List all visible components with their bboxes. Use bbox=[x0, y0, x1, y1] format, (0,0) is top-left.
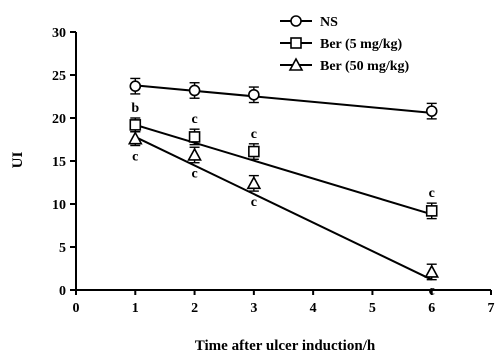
axes: 0 1 2 3 4 5 6 7 0 5 10 15 20 25 30 bbox=[52, 26, 495, 316]
data-point bbox=[246, 174, 262, 192]
marker-square bbox=[129, 119, 142, 131]
x-tick-label: 2 bbox=[191, 301, 198, 316]
legend-item: Ber (5 mg/kg) bbox=[280, 37, 403, 52]
marker-circle bbox=[188, 84, 201, 97]
data-point bbox=[129, 77, 142, 95]
x-axis-title: Time after ulcer induction/h bbox=[195, 338, 376, 354]
marker-square bbox=[290, 37, 302, 49]
legend-label: NS bbox=[320, 15, 338, 30]
fit-line-square bbox=[134, 123, 433, 216]
y-tick-label: 0 bbox=[59, 284, 66, 299]
marker-circle bbox=[248, 88, 260, 101]
data-point bbox=[248, 86, 260, 104]
significance-label: c bbox=[429, 284, 435, 299]
data-point bbox=[425, 102, 438, 120]
data-point bbox=[188, 82, 201, 99]
x-tick-label: 4 bbox=[310, 301, 317, 316]
data-point bbox=[187, 146, 202, 164]
marker-circle bbox=[425, 105, 438, 117]
legend: NS Ber (5 mg/kg) Ber (50 mg/kg) bbox=[280, 15, 410, 74]
y-tick-label: 20 bbox=[52, 112, 66, 127]
y-tick-label: 25 bbox=[52, 69, 66, 84]
marker-triangle bbox=[288, 57, 304, 71]
y-tick-label: 30 bbox=[52, 26, 66, 41]
significance-label: c bbox=[132, 150, 138, 165]
fit-line-triangle bbox=[134, 136, 433, 281]
marker-triangle bbox=[187, 147, 202, 161]
y-tick-label: 5 bbox=[59, 241, 66, 256]
marker-square bbox=[425, 205, 438, 217]
marker-circle bbox=[290, 15, 302, 27]
y-tick-label: 10 bbox=[52, 198, 66, 213]
x-tick-label: 7 bbox=[488, 301, 495, 316]
data-point bbox=[424, 263, 440, 281]
marker-triangle bbox=[424, 264, 440, 278]
fit-line-circle bbox=[135, 84, 432, 114]
data-point bbox=[425, 202, 438, 220]
data-point bbox=[248, 143, 260, 160]
x-tick-label: 6 bbox=[428, 301, 435, 316]
x-tick-label: 5 bbox=[369, 301, 376, 316]
significance-label: c bbox=[191, 112, 197, 127]
marker-triangle bbox=[127, 130, 143, 145]
data-marks bbox=[127, 77, 440, 281]
y-axis-title: UI bbox=[10, 152, 26, 169]
significance-annotations: b c c c c c c c bbox=[131, 101, 434, 299]
significance-label: c bbox=[429, 186, 435, 201]
marker-square bbox=[248, 145, 260, 158]
marker-triangle bbox=[246, 175, 262, 190]
legend-item: Ber (50 mg/kg) bbox=[280, 57, 410, 74]
x-tick-label: 3 bbox=[250, 301, 257, 316]
marker-circle bbox=[129, 80, 142, 92]
data-point bbox=[127, 130, 143, 147]
legend-item: NS bbox=[280, 15, 338, 30]
fit-lines bbox=[134, 84, 433, 281]
x-tick-label: 1 bbox=[132, 301, 139, 316]
y-tick-label: 15 bbox=[52, 155, 66, 170]
legend-label: Ber (5 mg/kg) bbox=[320, 37, 403, 52]
legend-label: Ber (50 mg/kg) bbox=[320, 59, 410, 74]
significance-label: c bbox=[251, 195, 257, 210]
data-point bbox=[188, 128, 201, 146]
x-tick-label: 0 bbox=[73, 301, 80, 316]
significance-label: c bbox=[251, 127, 257, 142]
marker-square bbox=[188, 131, 201, 143]
data-point bbox=[129, 117, 142, 133]
significance-label: c bbox=[191, 167, 197, 182]
significance-label: b bbox=[131, 101, 139, 116]
